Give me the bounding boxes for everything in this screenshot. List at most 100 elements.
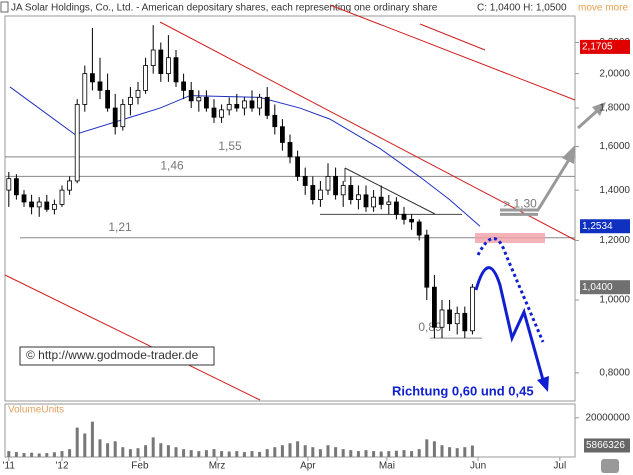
- candle-body: [447, 309, 453, 325]
- level-label: 0,89: [418, 320, 442, 334]
- volume-bar: [402, 450, 406, 457]
- y-tick-label: 1,8000: [599, 103, 630, 114]
- volume-bar: [227, 451, 231, 457]
- projection-path: [474, 266, 545, 381]
- price-marker: [580, 280, 630, 295]
- volume-bar: [387, 451, 391, 457]
- zoom-icon[interactable]: [601, 459, 619, 473]
- volume-title: VolumeUnits: [8, 405, 64, 416]
- candle-body: [219, 109, 225, 118]
- x-tick-label: '12: [55, 461, 68, 472]
- volume-marker: [584, 438, 630, 453]
- volume-bar: [410, 451, 414, 457]
- volume-bar: [90, 421, 94, 457]
- volume-bar: [212, 449, 216, 457]
- candle-body: [378, 196, 384, 205]
- volume-bar: [417, 449, 421, 457]
- projection-path-dotted: [476, 237, 545, 343]
- volume-bar: [296, 441, 300, 457]
- volume-bar: [136, 448, 140, 457]
- volume-bar: [432, 441, 436, 457]
- volume-bar: [364, 450, 368, 457]
- volume-bar: [318, 449, 322, 457]
- candle-body: [59, 189, 65, 205]
- candle-body: [424, 234, 430, 288]
- level-label: 1,46: [160, 159, 184, 173]
- candle-body: [13, 178, 19, 196]
- candle-body: [249, 100, 255, 109]
- arrow-head: [592, 102, 606, 116]
- candle-body: [241, 100, 247, 109]
- price-marker: [580, 39, 630, 54]
- candle-body: [348, 185, 354, 200]
- triangle-line: [344, 167, 436, 215]
- volume-bar: [113, 441, 117, 457]
- moving-average: [9, 86, 481, 227]
- candle-body: [67, 180, 72, 191]
- volume-bar: [151, 437, 155, 457]
- x-tick-label: Jul: [553, 461, 566, 472]
- plot-frame: [4, 15, 576, 402]
- volume-bar: [144, 445, 148, 457]
- volume-bar: [425, 439, 429, 457]
- volume-bar: [356, 451, 360, 457]
- candle-body: [29, 201, 35, 208]
- candle-body: [120, 104, 126, 128]
- candle-body: [295, 156, 301, 177]
- candle-body: [165, 57, 171, 75]
- menu-icon[interactable]: [0, 1, 9, 13]
- volume-bar: [455, 448, 459, 457]
- candle-body: [257, 96, 263, 109]
- volume-bar: [235, 451, 239, 457]
- volume-bar: [197, 451, 201, 457]
- scenario-arrow: [576, 108, 600, 130]
- volume-bar: [52, 452, 56, 457]
- candle-body: [6, 178, 12, 191]
- x-tick-label: Feb: [131, 461, 149, 472]
- candle-body: [310, 185, 316, 200]
- candle-body: [393, 201, 399, 215]
- trend-line: [159, 21, 576, 241]
- volume-marker-label: 5866326: [586, 440, 625, 451]
- candle-body: [150, 49, 156, 66]
- candle-body: [44, 201, 50, 210]
- chart-title: JA Solar Holdings, Co., Ltd. - American …: [11, 3, 438, 14]
- candle-body: [181, 81, 187, 91]
- volume-tick-label: 20000000: [586, 412, 631, 423]
- volume-bar: [68, 449, 72, 457]
- volume-bar: [159, 443, 163, 457]
- candle-body: [52, 204, 57, 210]
- volume-bar: [220, 451, 224, 457]
- candle-body: [431, 286, 437, 328]
- move-more-link[interactable]: move more: [578, 3, 628, 14]
- volume-bar: [379, 451, 383, 457]
- candle-body: [158, 49, 164, 75]
- candle-body: [340, 185, 346, 196]
- volume-bar: [372, 451, 376, 457]
- volume-bar: [273, 447, 277, 457]
- trend-line: [4, 274, 261, 401]
- candle-body: [112, 107, 118, 128]
- candle-body: [234, 104, 240, 109]
- volume-bar: [250, 451, 254, 457]
- volume-bar: [349, 450, 353, 457]
- x-tick-label: Mai: [379, 461, 395, 472]
- volume-bar: [334, 447, 338, 457]
- volume-bar: [60, 451, 64, 457]
- volume-bar: [166, 445, 170, 457]
- volume-bar: [75, 427, 79, 457]
- volume-bar: [128, 449, 132, 457]
- volume-bar: [326, 445, 330, 457]
- candle-body: [203, 96, 209, 109]
- candle-body: [82, 73, 88, 105]
- volume-bar: [182, 449, 186, 457]
- trend-line: [419, 23, 486, 51]
- candle-body: [401, 213, 407, 220]
- candle-body: [74, 104, 80, 182]
- price-marker-label: 1,0400: [582, 282, 613, 293]
- volume-bar: [22, 453, 26, 457]
- y-tick-label: 0,8000: [599, 368, 630, 379]
- candle-body: [325, 176, 331, 191]
- candle-body: [188, 89, 194, 102]
